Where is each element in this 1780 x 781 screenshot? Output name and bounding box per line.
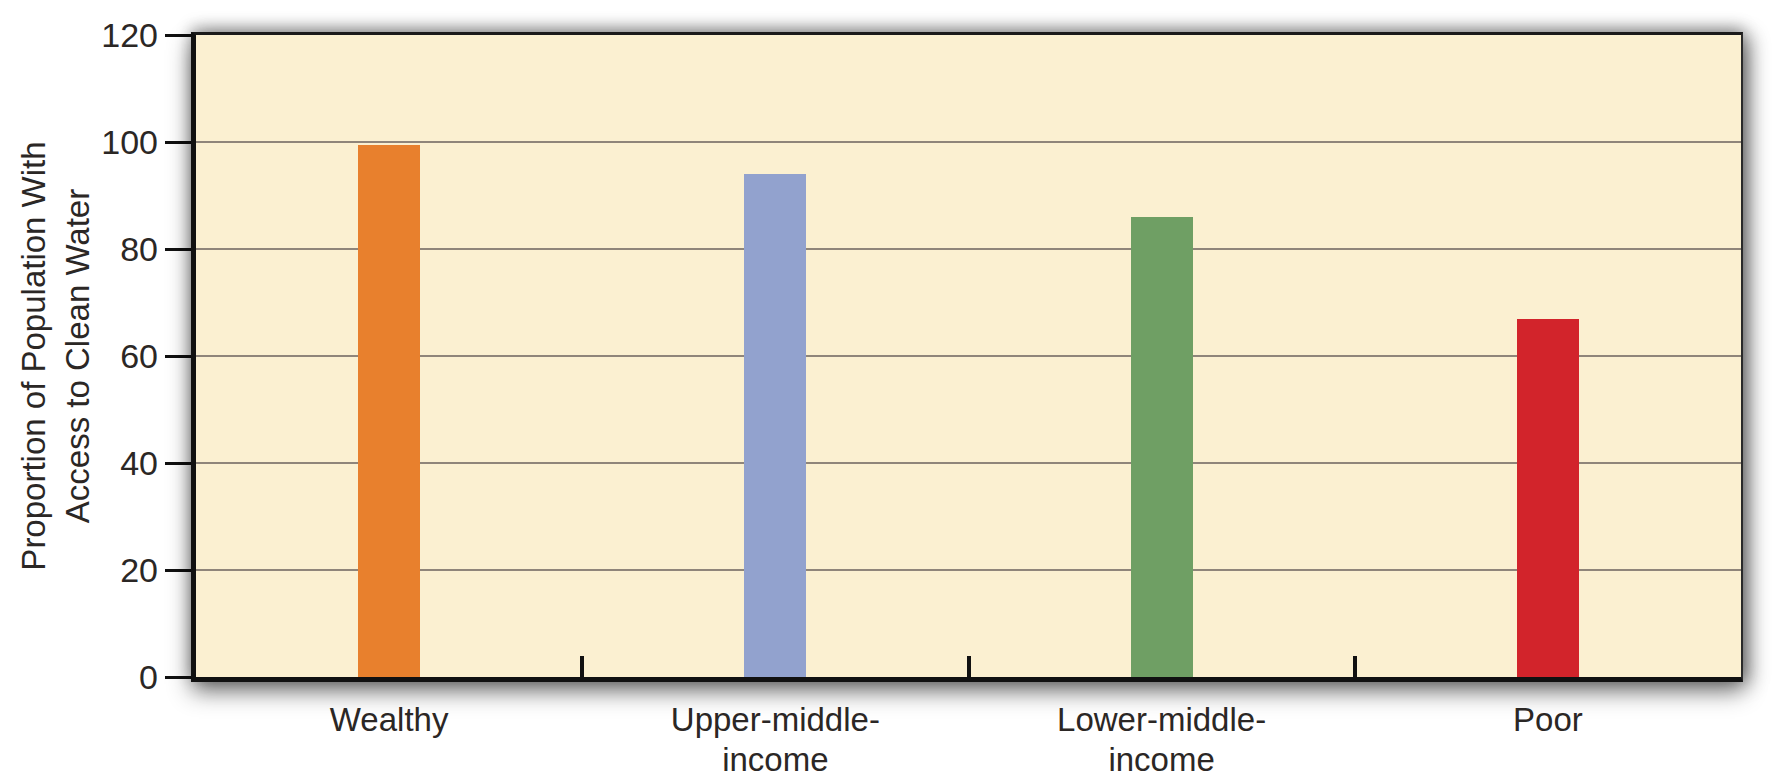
y-axis-tick-80: [165, 248, 191, 251]
x-axis-boundary-tick: [967, 656, 971, 677]
y-tick-label-80: 80: [0, 227, 158, 271]
x-category-label-wealthy: Wealthy: [244, 700, 534, 740]
y-tick-label-100: 100: [0, 120, 158, 164]
gridline-60: [196, 355, 1741, 357]
gridline-20: [196, 569, 1741, 571]
y-axis-tick-40: [165, 462, 191, 465]
x-axis-boundary-tick: [580, 656, 584, 677]
y-tick-label-40: 40: [0, 441, 158, 485]
y-axis-tick-60: [165, 355, 191, 358]
gridline-100: [196, 141, 1741, 143]
y-tick-label-20: 20: [0, 548, 158, 592]
bar-chart: Proportion of Population With Access to …: [0, 0, 1780, 781]
bar-upper-middle-income: [744, 174, 806, 677]
bar-wealthy: [358, 145, 420, 677]
plot-area: [191, 32, 1743, 682]
y-tick-label-120: 120: [0, 13, 158, 57]
y-tick-label-0: 0: [0, 655, 158, 699]
x-category-label-upper-middle-income: Upper-middle-income: [630, 700, 920, 780]
y-axis-tick-0: [165, 676, 191, 679]
x-category-label-lower-middle-income: Lower-middle-income: [1017, 700, 1307, 780]
bar-lower-middle-income: [1131, 217, 1193, 677]
x-category-label-poor: Poor: [1403, 700, 1693, 740]
y-axis-tick-20: [165, 569, 191, 572]
y-axis-tick-100: [165, 141, 191, 144]
gridline-80: [196, 248, 1741, 250]
y-tick-label-60: 60: [0, 334, 158, 378]
x-axis-boundary-tick: [1353, 656, 1357, 677]
y-axis-tick-120: [165, 34, 191, 37]
gridline-40: [196, 462, 1741, 464]
bar-poor: [1517, 319, 1579, 677]
